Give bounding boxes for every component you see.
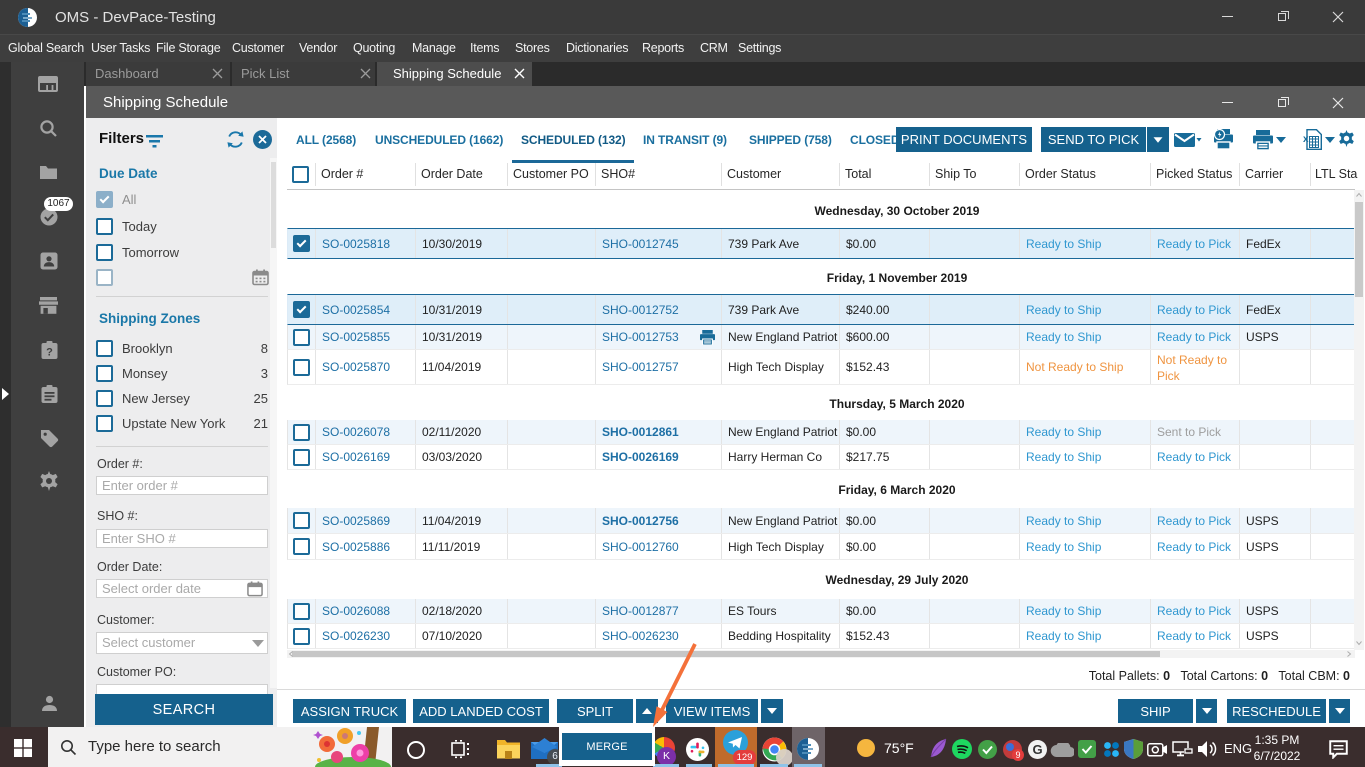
svg-text:x: x [1303, 134, 1309, 145]
svg-text:?: ? [46, 347, 53, 359]
